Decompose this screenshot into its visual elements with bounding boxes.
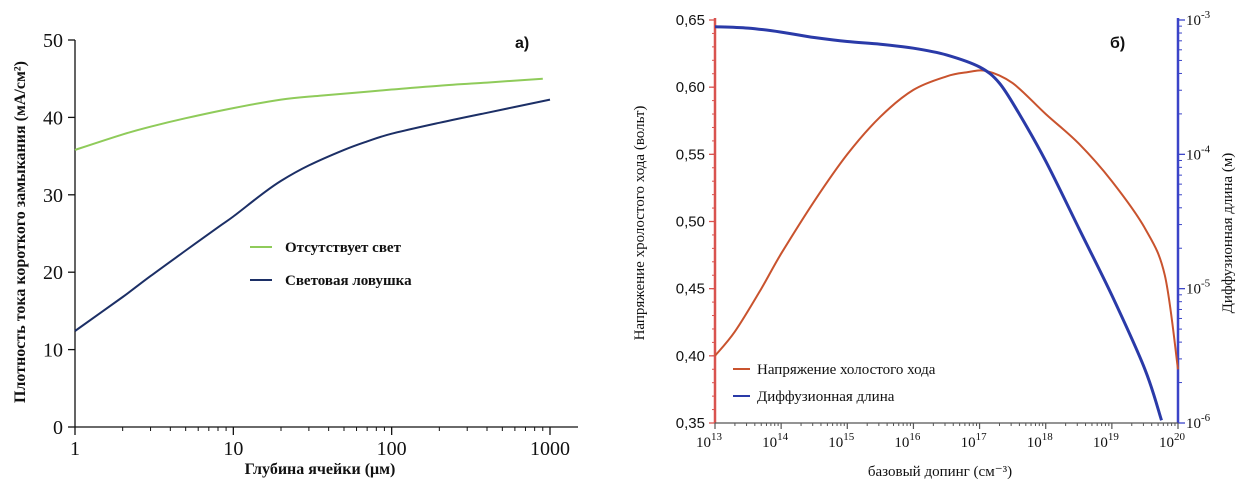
panel-b-left-tick-label: 0,40 xyxy=(676,348,705,365)
panel-b-left-tick-label: 0,50 xyxy=(676,214,705,231)
panel-b-left-tick-label: 0,65 xyxy=(676,12,705,29)
panel-b-left-tick-label: 0,35 xyxy=(676,415,705,432)
panel-a-y-tick-label: 0 xyxy=(53,417,63,439)
panel-a-y-tick-label: 10 xyxy=(43,340,63,362)
panel-b-right-tick-label: 10-5 xyxy=(1186,278,1211,298)
panel-a-legend: Отсутствует свет Световая ловушка xyxy=(250,240,412,289)
panel-b-x-tick-label: 1020 xyxy=(1159,431,1186,451)
panel-b-right-tick-label: 10-3 xyxy=(1186,9,1211,29)
panel-a-x-label: Глубина ячейки (μм) xyxy=(245,461,396,478)
legend-label-diffusion-length: Диффузионная длина xyxy=(757,389,895,405)
panel-a-series-line-1 xyxy=(74,98,551,332)
panel-a-x-tick-label: 1 xyxy=(70,438,80,460)
panel-a-series-line-0 xyxy=(74,77,543,151)
panel-b-letter: б) xyxy=(1110,35,1125,52)
panel-b-left-y-label: Напряжение хролостого хода (вольт) xyxy=(632,106,648,341)
panel-a-y-tick-label: 40 xyxy=(43,107,63,129)
panel-b-x-tick-label: 1018 xyxy=(1027,431,1054,451)
panel-b-series-diffusion-line xyxy=(714,25,1163,421)
panel-b-left-tick-label: 0,55 xyxy=(676,146,705,163)
panel-b-right-tick-label: 10-6 xyxy=(1186,412,1211,432)
legend-label-open-circuit-voltage: Напряжение холостого хода xyxy=(757,362,936,378)
panel-a-y-tick-label: 20 xyxy=(43,262,63,284)
panel-a-x-tick-label: 1000 xyxy=(530,438,570,460)
legend-label-no-light: Отсутствует свет xyxy=(285,240,402,256)
panel-b: 0,35 0,40 0,45 0,50 0,55 0,60 0,65 10-6 10-5 10-… xyxy=(632,9,1236,480)
panel-a-letter: а) xyxy=(515,35,529,52)
panel-b-x-tick-label: 1017 xyxy=(961,431,988,451)
panel-b-x-tick-label: 1015 xyxy=(828,431,855,451)
panel-b-series-voltage-line xyxy=(714,69,1179,370)
panel-b-x-tick-label: 1016 xyxy=(894,431,921,451)
panel-b-legend: Напряжение холостого хода Диффузионная д… xyxy=(733,362,936,405)
panel-b-x-tick-label: 1013 xyxy=(696,431,723,451)
panel-b-x-tick-label: 1019 xyxy=(1093,431,1120,451)
panel-b-right-y-label: Диффузионная длина (м) xyxy=(1220,153,1236,314)
panel-a-y-tick-label: 30 xyxy=(43,185,63,207)
legend-label-light-trap: Световая ловушка xyxy=(285,273,412,289)
panel-b-left-tick-label: 0,60 xyxy=(676,79,705,96)
panel-a: 0 10 20 30 40 50 1 10 100 1000 а) Глубина ячейки… xyxy=(12,30,578,478)
panel-a-y-tick-label: 50 xyxy=(43,30,63,52)
panel-b-x-label: базовый допинг (см⁻³) xyxy=(868,464,1012,480)
panel-b-right-tick-label: 10-4 xyxy=(1186,143,1211,163)
panel-a-y-label: Плотность тока короткого замыкания (мА/с… xyxy=(12,61,29,403)
panel-b-left-tick-label: 0,45 xyxy=(676,281,705,298)
panel-a-x-tick-label: 10 xyxy=(223,438,243,460)
panel-b-x-tick-label: 1014 xyxy=(762,431,789,451)
panel-a-x-tick-label: 100 xyxy=(377,438,407,460)
